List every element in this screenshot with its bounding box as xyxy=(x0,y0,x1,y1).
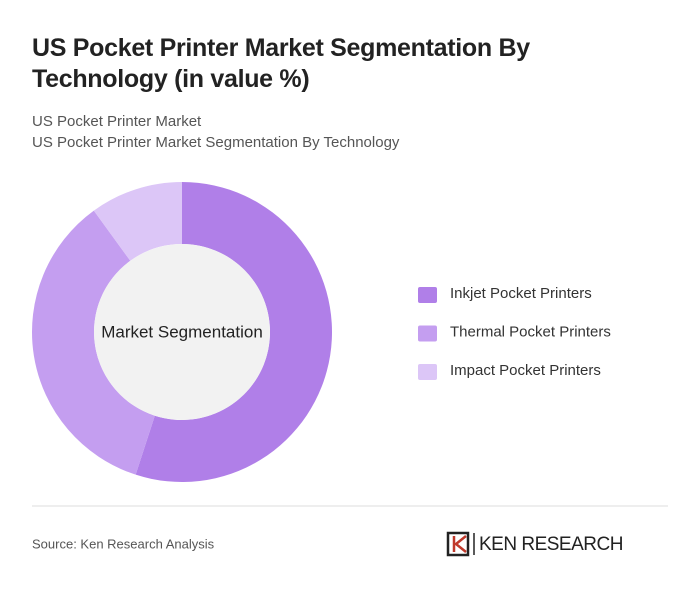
source: Source: Ken Research Analysis xyxy=(32,536,215,551)
legend-swatch xyxy=(418,287,437,303)
legend-label: Impact Pocket Printers xyxy=(450,362,601,379)
logo-text: KEN RESEARCH xyxy=(479,534,623,555)
legend-label: Thermal Pocket Printers xyxy=(450,323,611,340)
subtitle: US Pocket Printer Market xyxy=(32,113,202,130)
logo-icon xyxy=(452,535,467,553)
donut-slice xyxy=(135,182,332,482)
logo: KEN RESEARCH xyxy=(446,531,623,557)
donut-hole xyxy=(94,244,270,420)
legend-swatch xyxy=(418,364,437,380)
subtitle: US Pocket Printer Market Segmentation By… xyxy=(32,134,400,151)
center-label: Market Segmentation xyxy=(101,322,263,341)
donut-slice xyxy=(93,182,182,261)
logo-icon xyxy=(446,531,470,557)
chart-title: US Pocket Printer Market Segmentation By… xyxy=(32,34,530,93)
legend-swatch xyxy=(418,325,437,342)
donut-slice xyxy=(32,210,155,475)
legend-label: Inkjet Pocket Printers xyxy=(450,285,592,302)
